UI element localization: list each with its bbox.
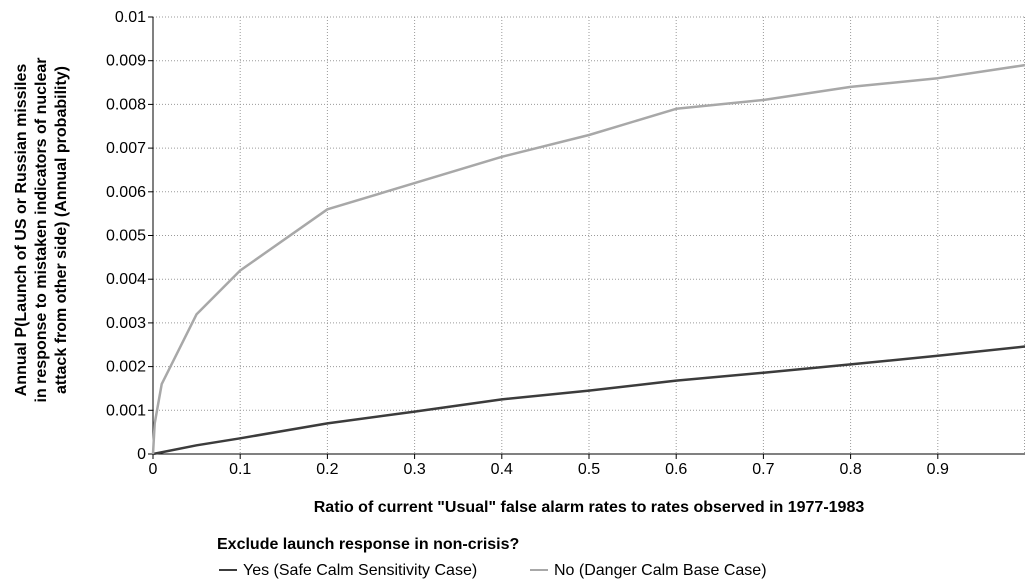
x-tick-label: 0.1	[229, 461, 251, 478]
legend-label-no: No (Danger Calm Base Case)	[554, 562, 767, 579]
y-tick-label: 0.006	[106, 184, 146, 201]
y-tick-label: 0.005	[106, 228, 146, 245]
chart-axes	[148, 16, 1025, 459]
x-tick-label: 0	[149, 461, 158, 478]
y-tick-label: 0.01	[115, 9, 146, 26]
y-tick-label: 0.001	[106, 402, 146, 419]
x-tick-label: 0.2	[316, 461, 338, 478]
series-line-yes	[152, 345, 1025, 456]
x-tick-label: 0.6	[665, 461, 687, 478]
chart-series	[151, 63, 1025, 456]
x-tick-label: 0.7	[752, 461, 774, 478]
y-tick-label: 0.007	[106, 140, 146, 157]
series-line-no	[151, 63, 1025, 455]
y-axis-label-line-3: attack from other side) (Annual probabil…	[53, 66, 70, 394]
y-tick-label: 0.004	[106, 271, 146, 288]
x-tick-label: 0.3	[403, 461, 425, 478]
y-tick-label: 0.008	[106, 96, 146, 113]
y-tick-label: 0.009	[106, 53, 146, 70]
legend: Exclude launch response in non-crisis? Y…	[217, 536, 767, 579]
y-axis-label-line-1: Annual P(Launch of US or Russian missile…	[13, 64, 30, 397]
y-tick-labels: 0 0.001 0.002 0.003 0.004 0.005 0.006 0.007 0.00…	[106, 9, 146, 463]
y-tick-label: 0	[137, 446, 146, 463]
x-axis-label: Ratio of current "Usual" false alarm rat…	[314, 499, 865, 516]
y-tick-label: 0.003	[106, 315, 146, 332]
legend-label-yes: Yes (Safe Calm Sensitivity Case)	[243, 562, 477, 579]
x-tick-label: 0.8	[839, 461, 861, 478]
x-tick-label: 0.4	[491, 461, 513, 478]
y-axis-label: Annual P(Launch of US or Russian missile…	[13, 58, 70, 403]
y-tick-label: 0.002	[106, 359, 146, 376]
legend-title: Exclude launch response in non-crisis?	[217, 536, 519, 553]
x-tick-label: 0.5	[578, 461, 600, 478]
y-axis-label-line-2: in response to mistaken indicators of nu…	[33, 58, 50, 403]
x-tick-label: 0.9	[927, 461, 949, 478]
x-tick-labels: 0 0.1 0.2 0.3 0.4 0.5 0.6 0.7 0.8 0.9	[149, 461, 949, 478]
